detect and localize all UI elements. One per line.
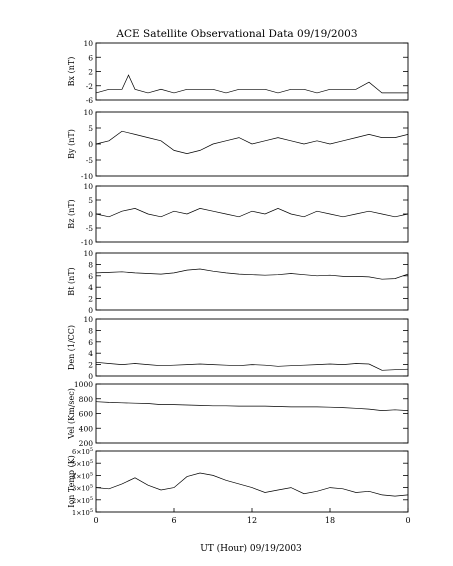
- series-line: [95, 74, 408, 94]
- x-tick-label: 12: [247, 516, 257, 525]
- y-tick-label: 800: [79, 395, 94, 404]
- y-axis-label: Bx (nT): [67, 57, 76, 87]
- y-tick-label: 5: [88, 196, 93, 205]
- x-tick-label: 18: [325, 516, 335, 525]
- y-tick-label: 2: [88, 361, 93, 370]
- y-tick-label: 5: [88, 124, 93, 133]
- y-tick-label: 10: [83, 315, 93, 324]
- y-tick-label: -5: [86, 156, 94, 165]
- y-tick-label: 200: [79, 439, 94, 448]
- y-tick-label: 600: [79, 410, 94, 419]
- x-tick-label: 0: [93, 516, 98, 525]
- x-tick-label: 0: [405, 516, 410, 525]
- y-tick-label: 6: [88, 53, 93, 62]
- y-axis-label: Bz (nT): [67, 199, 76, 228]
- y-tick-label: 10: [83, 249, 93, 258]
- y-tick-label: 5×105: [72, 459, 93, 468]
- x-tick-label: 6: [171, 516, 176, 525]
- x-axis-label: UT (Hour) 09/19/2003: [200, 543, 302, 554]
- y-axis-label: By (nT): [67, 129, 76, 159]
- y-tick-label: 10: [83, 39, 93, 48]
- series-line: [95, 130, 409, 154]
- y-tick-label: -2: [86, 82, 94, 91]
- y-tick-label: 3×105: [72, 484, 93, 493]
- y-axis-label: Den (1/CC): [67, 325, 76, 370]
- series-line: [95, 208, 409, 218]
- y-tick-label: 0: [88, 306, 93, 315]
- y-tick-label: 4: [88, 349, 93, 358]
- panel-frame: [95, 318, 409, 377]
- y-tick-label: 1000: [74, 380, 93, 389]
- panel-bz: 10 5 0 -5 -10 Bz (nT): [67, 182, 409, 247]
- y-tick-label: 8: [88, 260, 93, 269]
- panel-den: 10 8 6 4 2 0 Den (1/CC): [67, 315, 409, 381]
- y-tick-label: -5: [86, 224, 94, 233]
- y-axis-label: Ion Temp (K): [67, 455, 76, 508]
- y-tick-label: 0: [88, 140, 93, 149]
- y-tick-label: -10: [81, 172, 93, 181]
- chart-title: ACE Satellite Observational Data 09/19/2…: [115, 28, 357, 40]
- panels: 10 6 2 -2 -6 Bx (nT) 10 5 0 -5 -10 By (nT) 10 5 0 -5 -10…: [67, 39, 409, 517]
- y-tick-label: 6: [88, 338, 93, 347]
- y-tick-label: 2×105: [72, 496, 93, 505]
- y-tick-label: 0: [88, 210, 93, 219]
- y-axis-label: Bt (nT): [67, 267, 76, 295]
- x-axis: 0 6 12 18 0: [93, 508, 411, 525]
- panel-frame: [95, 185, 409, 243]
- y-tick-label: 4×105: [72, 471, 93, 480]
- series-line: [95, 361, 409, 371]
- panel-frame: [95, 450, 409, 513]
- y-tick-label: 400: [79, 424, 94, 433]
- series-line: [95, 401, 409, 411]
- y-tick-label: 10: [83, 182, 93, 191]
- panel-bx: 10 6 2 -2 -6 Bx (nT): [67, 39, 409, 105]
- y-tick-label: 6: [88, 272, 93, 281]
- y-tick-label: 2: [88, 68, 93, 77]
- panel-frame: [95, 383, 409, 444]
- y-tick-label: 0: [88, 372, 93, 381]
- y-axis-label: Vel (Km/sec): [67, 388, 76, 440]
- y-tick-label: 4: [88, 283, 93, 292]
- y-tick-label: 1×105: [72, 508, 93, 517]
- y-tick-label: 2: [88, 295, 93, 304]
- panel-frame: [95, 252, 409, 311]
- y-tick-label: 6×105: [72, 447, 93, 456]
- series-line: [95, 472, 409, 497]
- panel-by: 10 5 0 -5 -10 By (nT): [67, 108, 409, 181]
- series-line: [95, 268, 409, 280]
- panel-bt: 10 8 6 4 2 0 Bt (nT): [67, 249, 409, 315]
- y-tick-label: 10: [83, 108, 93, 117]
- y-tick-label: 8: [88, 326, 93, 335]
- y-tick-label: -6: [86, 96, 94, 105]
- y-tick-label: -10: [81, 238, 93, 247]
